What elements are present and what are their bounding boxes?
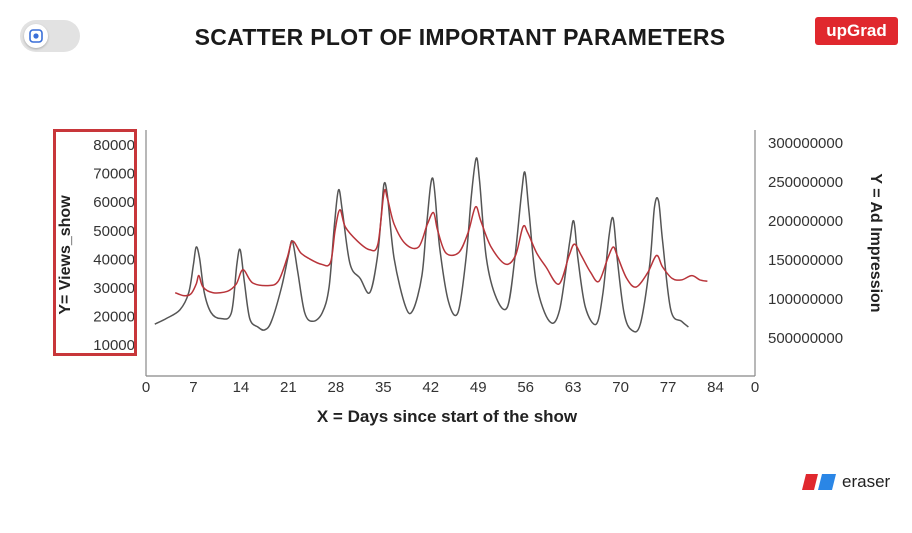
x-tick-label: 70 bbox=[612, 379, 629, 396]
y-left-tick-label: 30000 bbox=[93, 280, 135, 297]
chart-series bbox=[154, 157, 708, 333]
y-axis-left-label: Y= Views_show bbox=[57, 195, 74, 315]
y-left-tick-label: 60000 bbox=[93, 194, 135, 211]
y-left-tick-label: 10000 bbox=[93, 337, 135, 354]
y-axis-highlight-box bbox=[53, 129, 137, 356]
x-tick-label: 35 bbox=[375, 379, 392, 396]
x-tick-label: 42 bbox=[422, 379, 439, 396]
x-tick-label: 77 bbox=[660, 379, 677, 396]
x-tick-label: 0 bbox=[751, 379, 759, 396]
y-left-tick-label: 40000 bbox=[93, 251, 135, 268]
screen-capture-toggle[interactable] bbox=[20, 20, 80, 52]
eraser-logo-icon bbox=[802, 474, 836, 490]
chart-ticks: 0 7 14 21 28 35 42 49 56 63 70 77 84 0 80000 70000 60000… bbox=[93, 135, 843, 396]
screen-capture-icon bbox=[24, 24, 48, 48]
page-title: SCATTER PLOT OF IMPORTANT PARAMETERS bbox=[194, 24, 726, 50]
x-axis-label: X = Days since start of the show bbox=[316, 407, 578, 426]
y-right-tick-label: 150000000 bbox=[768, 252, 843, 269]
x-tick-label: 21 bbox=[280, 379, 297, 396]
y-right-tick-label: 200000000 bbox=[768, 213, 843, 230]
y-right-tick-label: 500000000 bbox=[768, 330, 843, 347]
y-right-tick-label: 250000000 bbox=[768, 174, 843, 191]
x-tick-label: 7 bbox=[189, 379, 197, 396]
series-line-views bbox=[154, 157, 689, 333]
y-left-tick-label: 80000 bbox=[93, 137, 135, 154]
y-left-tick-label: 20000 bbox=[93, 309, 135, 326]
x-tick-label: 14 bbox=[233, 379, 250, 396]
eraser-brand: eraser bbox=[802, 472, 890, 492]
x-tick-label: 49 bbox=[470, 379, 487, 396]
y-axis-right-label: Y = Ad Impression bbox=[867, 173, 884, 313]
x-tick-label: 63 bbox=[565, 379, 582, 396]
upgrad-logo: upGrad bbox=[815, 17, 898, 45]
eraser-brand-label: eraser bbox=[842, 472, 891, 491]
series-line-ad_impression bbox=[174, 188, 708, 297]
y-right-tick-label: 100000000 bbox=[768, 291, 843, 308]
x-tick-label: 56 bbox=[517, 379, 534, 396]
y-left-tick-label: 50000 bbox=[93, 223, 135, 240]
x-tick-label: 28 bbox=[327, 379, 344, 396]
x-tick-label: 0 bbox=[142, 379, 150, 396]
y-right-tick-label: 300000000 bbox=[768, 135, 843, 152]
chart-axes bbox=[145, 130, 756, 377]
y-left-tick-label: 70000 bbox=[93, 166, 135, 183]
x-tick-label: 84 bbox=[707, 379, 724, 396]
